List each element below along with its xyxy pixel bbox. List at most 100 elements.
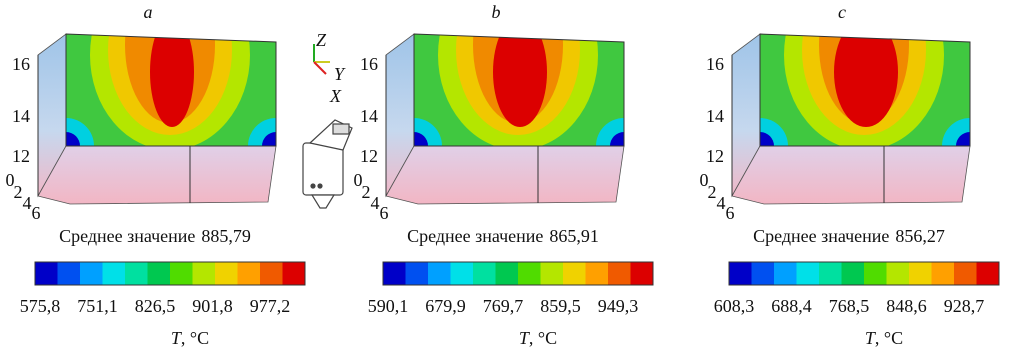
mean-value: 856,27 xyxy=(895,226,945,246)
depth-tick-label: 2 xyxy=(14,182,23,202)
contour-band xyxy=(493,17,547,127)
colorbar-segment xyxy=(729,262,752,285)
colorbar-tick-label: 590,1 xyxy=(368,296,409,316)
colorbar-segment xyxy=(977,262,1000,285)
colorbar-tick-label: 928,7 xyxy=(944,296,985,316)
contour-band xyxy=(834,17,898,127)
depth-tick-label: 2 xyxy=(362,182,371,202)
colorbar-title: T, °C xyxy=(171,328,209,348)
colorbar-tick-label: 949,3 xyxy=(598,296,639,316)
colorbar-segment xyxy=(819,262,842,285)
colorbar-segment xyxy=(496,262,519,285)
colorbar-segment xyxy=(283,262,306,285)
colorbar-tick-label: 751,1 xyxy=(77,296,118,316)
colorbar-tick-label: 848,6 xyxy=(886,296,927,316)
colorbar-segment xyxy=(864,262,887,285)
colorbar-segment xyxy=(563,262,586,285)
axis-y-label: Y xyxy=(334,64,346,84)
z-tick-label: 16 xyxy=(360,54,378,74)
mean-value: 865,91 xyxy=(549,226,599,246)
colorbar-unit: , °C xyxy=(529,328,557,348)
colorbar-segment xyxy=(954,262,977,285)
device-icon xyxy=(303,120,352,208)
z-tick-label: 12 xyxy=(12,146,30,166)
colorbar-segment xyxy=(473,262,496,285)
colorbar-segment xyxy=(631,262,654,285)
mean-value: 885,79 xyxy=(201,226,251,246)
colorbar-segment xyxy=(80,262,103,285)
colorbar-segment xyxy=(752,262,775,285)
z-tick-label: 14 xyxy=(706,106,724,126)
z-tick-label: 14 xyxy=(360,106,378,126)
colorbar-segment xyxy=(238,262,261,285)
colorbar-tick-label: 769,7 xyxy=(483,296,524,316)
colorbar-title: T, °C xyxy=(519,328,557,348)
panel-letter: b xyxy=(492,2,501,22)
z-tick-label: 12 xyxy=(706,146,724,166)
floor xyxy=(38,146,276,204)
floor xyxy=(386,146,624,204)
colorbar-segment xyxy=(148,262,171,285)
colorbar-segment xyxy=(103,262,126,285)
colorbar-segment xyxy=(541,262,564,285)
colorbar-segment xyxy=(909,262,932,285)
z-tick-label: 12 xyxy=(360,146,378,166)
colorbar-segment xyxy=(586,262,609,285)
panel-letter: c xyxy=(838,2,846,22)
axes-triad: Z Y X xyxy=(314,30,346,106)
mean-label: Среднее значение xyxy=(59,226,195,246)
colorbar-segment xyxy=(797,262,820,285)
colorbar-segment xyxy=(125,262,148,285)
colorbar-segment xyxy=(215,262,238,285)
mean-text: Среднее значение 856,27 xyxy=(753,226,945,246)
colorbar-segment xyxy=(428,262,451,285)
depth-tick-label: 6 xyxy=(32,203,41,223)
mean-label: Среднее значение xyxy=(407,226,543,246)
z-tick-label: 14 xyxy=(12,106,30,126)
panel-letter: a xyxy=(144,2,153,22)
z-tick-label: 16 xyxy=(12,54,30,74)
figure: Z Y X a1614120246Среднее значение885,795… xyxy=(0,0,1031,354)
colorbar-tick-label: 768,5 xyxy=(829,296,870,316)
colorbar-segment xyxy=(58,262,81,285)
contour-band xyxy=(150,17,194,127)
colorbar-segment xyxy=(260,262,283,285)
colorbar-segment xyxy=(35,262,58,285)
colorbar-segment xyxy=(774,262,797,285)
colorbar-segment xyxy=(842,262,865,285)
colorbar-tick-label: 608,3 xyxy=(714,296,755,316)
colorbar-tick-label: 575,8 xyxy=(20,296,61,316)
axis-x-label: X xyxy=(329,86,342,106)
depth-tick-label: 6 xyxy=(380,203,389,223)
colorbar-tick-label: 688,4 xyxy=(771,296,812,316)
mean-text: Среднее значение 865,91 xyxy=(407,226,599,246)
colorbar-segment xyxy=(406,262,429,285)
colorbar-tick-label: 977,2 xyxy=(250,296,291,316)
colorbar-segment xyxy=(932,262,955,285)
colorbar-tick-label: 826,5 xyxy=(135,296,176,316)
colorbar-unit: , °C xyxy=(875,328,903,348)
panel: b1614120246Среднее значение865,91590,167… xyxy=(354,0,654,348)
colorbar-segment xyxy=(193,262,216,285)
colorbar-tick-label: 679,9 xyxy=(425,296,466,316)
colorbar-segment xyxy=(383,262,406,285)
depth-tick-label: 4 xyxy=(23,193,32,213)
depth-tick-label: 4 xyxy=(717,193,726,213)
colorbar-segment xyxy=(518,262,541,285)
mean-label: Среднее значение xyxy=(753,226,889,246)
colorbar-segment xyxy=(608,262,631,285)
colorbar-tick-label: 901,8 xyxy=(192,296,233,316)
colorbar-tick-label: 859,5 xyxy=(540,296,581,316)
depth-tick-label: 2 xyxy=(708,182,717,202)
mean-text: Среднее значение 885,79 xyxy=(59,226,251,246)
depth-tick-label: 6 xyxy=(726,203,735,223)
colorbar-segment xyxy=(451,262,474,285)
colorbar-unit: , °C xyxy=(181,328,209,348)
z-tick-label: 16 xyxy=(706,54,724,74)
axis-z-label: Z xyxy=(316,30,327,50)
colorbar-title: T, °C xyxy=(865,328,903,348)
colorbar-segment xyxy=(887,262,910,285)
colorbar-segment xyxy=(170,262,193,285)
floor xyxy=(732,146,970,204)
